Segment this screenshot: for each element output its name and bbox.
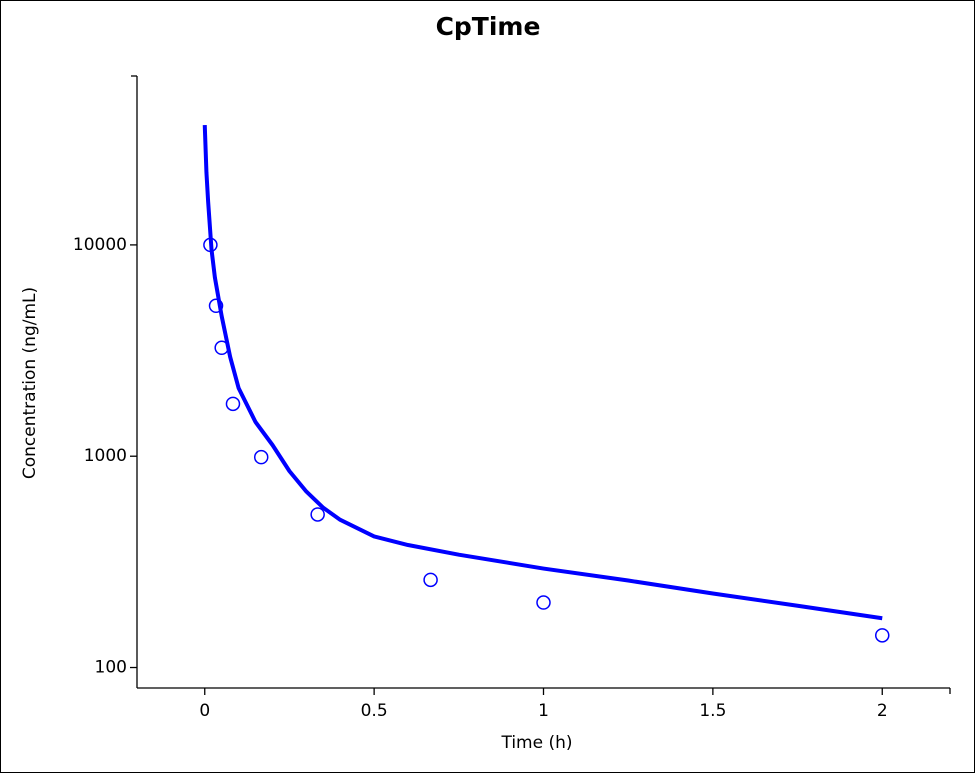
data-point (423, 572, 438, 588)
data-line (202, 125, 883, 621)
x-tick-label: 2 (877, 701, 888, 721)
x-tick-label: 0 (199, 701, 210, 721)
data-point (214, 340, 229, 356)
data-point (536, 595, 551, 610)
x-tick-label: 1.5 (699, 701, 726, 721)
chart-title: CpTime (436, 12, 541, 41)
y-tick-label: 1000 (84, 446, 127, 466)
x-tick-label: 0.5 (361, 701, 388, 721)
data-point (875, 628, 890, 643)
x-axis-label: Time (h) (500, 733, 572, 753)
y-axis-label: Concentration (ng/mL) (20, 287, 40, 479)
data-point (203, 237, 218, 253)
y-tick-label: 10000 (73, 235, 127, 255)
data-point (225, 396, 241, 412)
data-point (253, 449, 269, 465)
data-point (310, 507, 325, 522)
data-point (208, 298, 224, 314)
x-tick-label: 1 (538, 701, 549, 721)
y-tick-label: 100 (95, 658, 127, 678)
